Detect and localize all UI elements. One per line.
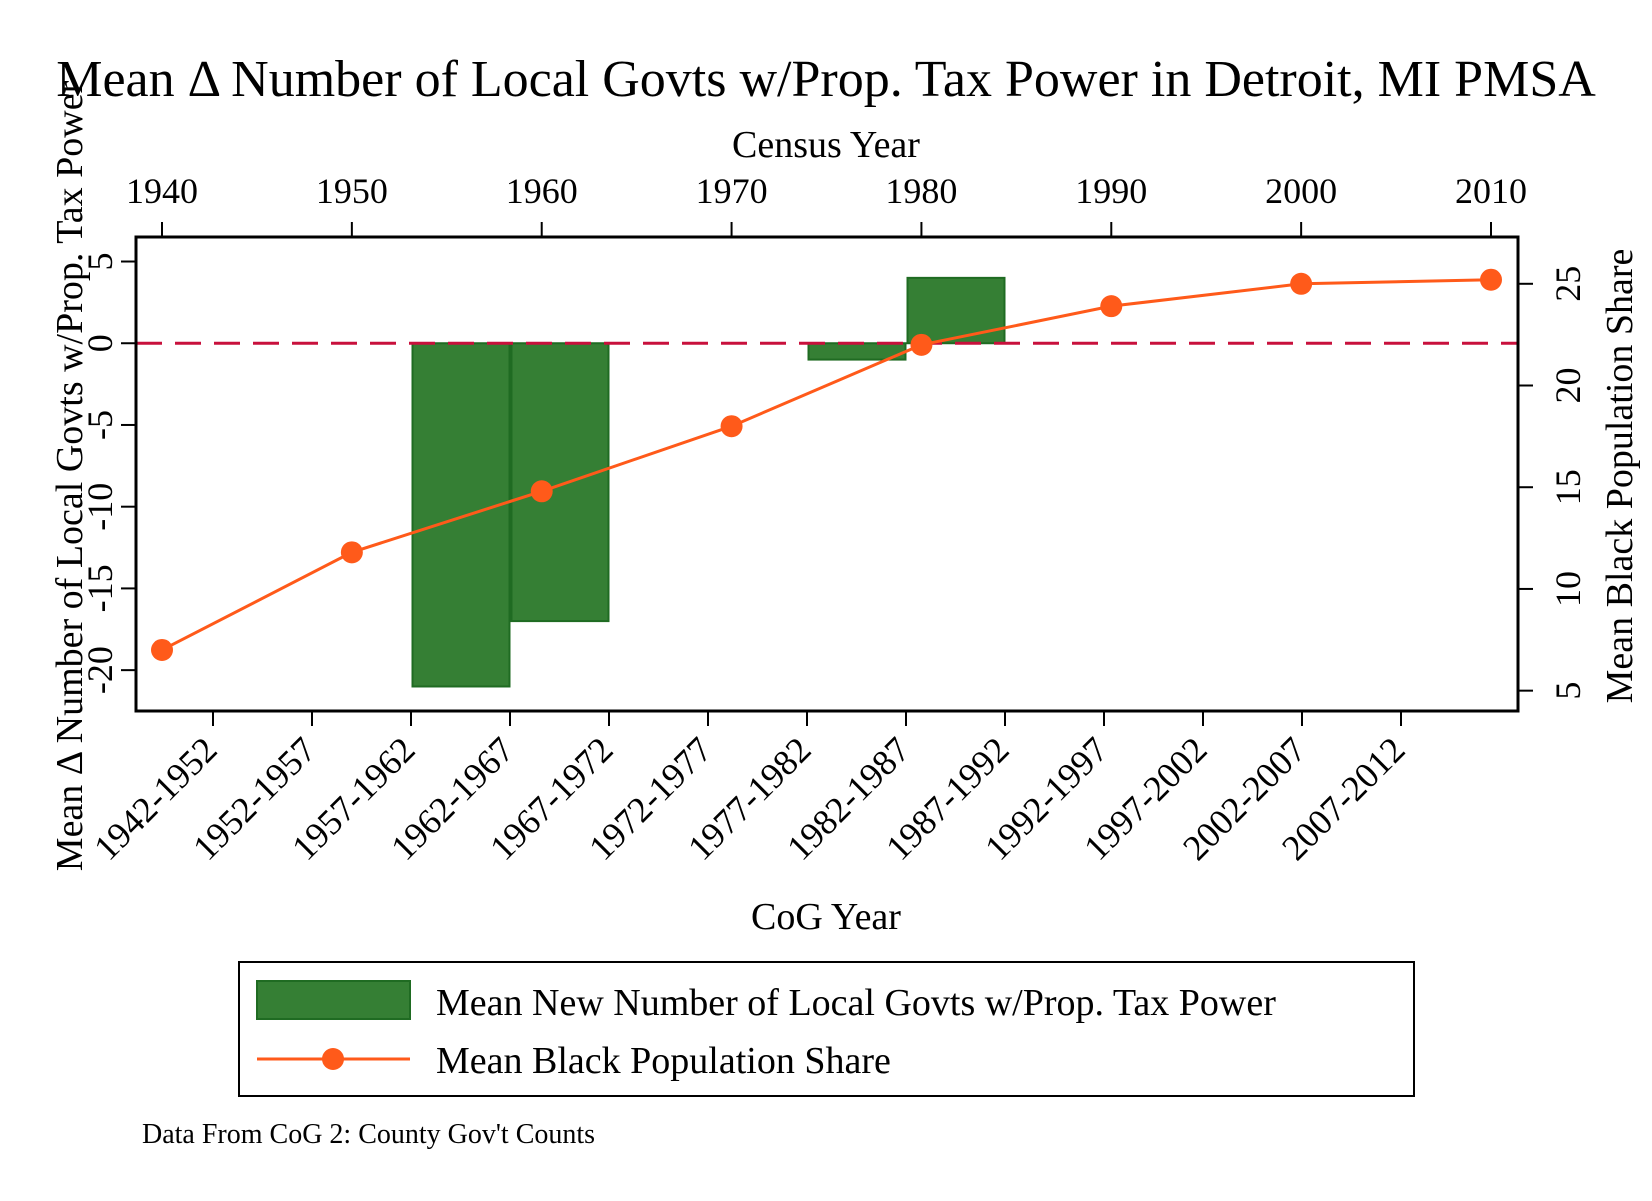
right-axis: 5 10 15 20 25 xyxy=(1518,266,1588,700)
line-point-1960 xyxy=(530,480,553,503)
legend-bar-label: Mean New Number of Local Govts w/Prop. T… xyxy=(436,982,1276,1024)
line-point-1970 xyxy=(720,415,743,438)
top-axis-tick-label: 1980 xyxy=(885,171,957,211)
left-axis-tick-label: -20 xyxy=(80,646,120,694)
left-axis-tick-label: 5 xyxy=(80,253,120,271)
line-path xyxy=(161,278,1492,652)
right-axis-tick-label: 15 xyxy=(1548,469,1588,505)
top-axis-tick-label: 1950 xyxy=(316,171,388,211)
bottom-axis-title: CoG Year xyxy=(751,896,901,938)
right-axis-tick-label: 25 xyxy=(1548,266,1588,302)
top-axis-title: Census Year xyxy=(732,124,920,166)
left-axis-tick-label: -5 xyxy=(80,410,120,440)
top-axis: 1940 1950 1960 1970 1980 1990 2000 2010 xyxy=(126,171,1527,237)
line-point-1950 xyxy=(340,541,363,564)
bar-series xyxy=(411,276,1006,688)
top-axis-tick-label: 1970 xyxy=(696,171,768,211)
line-point-1990 xyxy=(1100,295,1123,318)
line-series xyxy=(151,268,1502,661)
top-axis-tick-label: 2010 xyxy=(1455,171,1527,211)
chart-title: Mean Δ Number of Local Govts w/Prop. Tax… xyxy=(56,51,1596,108)
legend-box xyxy=(238,961,1415,1097)
source-note: Data From CoG 2: County Gov't Counts xyxy=(142,1119,595,1150)
bar-1967-1972 xyxy=(510,342,610,623)
right-axis-title: Mean Black Population Share xyxy=(1599,249,1641,704)
line-point-1940 xyxy=(151,638,173,661)
top-axis-tick-label: 1940 xyxy=(126,171,198,211)
left-axis-tick-label: -15 xyxy=(80,564,120,612)
left-axis: -20 -15 -10 -5 0 5 xyxy=(80,253,136,694)
left-axis-tick-label: 0 xyxy=(80,334,120,352)
bar-1962-1967 xyxy=(411,342,511,688)
left-axis-tick-label: -10 xyxy=(80,483,120,531)
top-axis-tick-label: 2000 xyxy=(1265,171,1337,211)
line-point-2000 xyxy=(1290,272,1313,295)
top-axis-tick-label: 1990 xyxy=(1075,171,1147,211)
right-axis-tick-label: 5 xyxy=(1548,682,1588,700)
plot-frame xyxy=(134,235,1520,713)
line-point-2010 xyxy=(1480,268,1502,291)
legend-line-label: Mean Black Population Share xyxy=(436,1040,891,1082)
left-axis-title: Mean Δ Number of Local Govts w/Prop. Tax… xyxy=(49,80,91,871)
legend-bar-swatch xyxy=(256,980,411,1020)
line-point-1980 xyxy=(910,333,933,356)
bar-1987-1992 xyxy=(906,276,1006,345)
legend-line-marker xyxy=(322,1048,344,1070)
right-axis-tick-label: 20 xyxy=(1548,368,1588,404)
right-axis-tick-label: 10 xyxy=(1548,571,1588,607)
top-axis-tick-label: 1960 xyxy=(506,171,578,211)
